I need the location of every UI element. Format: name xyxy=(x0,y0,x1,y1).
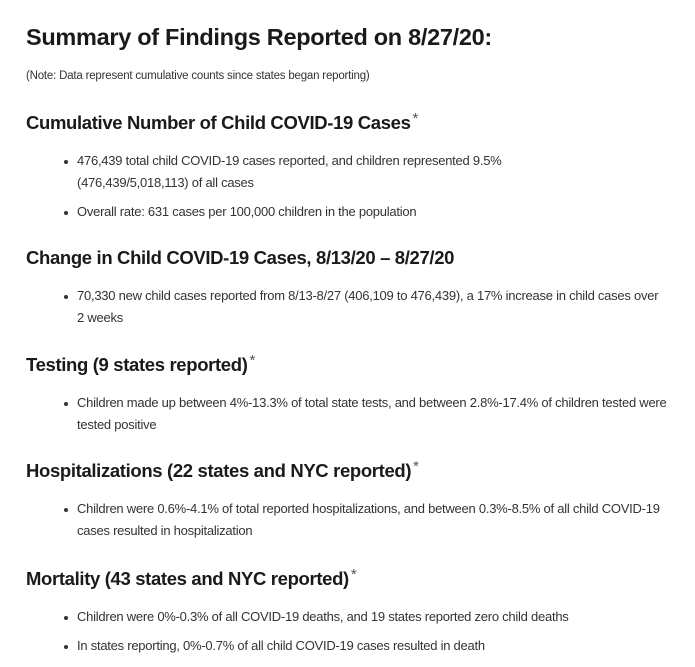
list-item: In states reporting, 0%-0.7% of all chil… xyxy=(26,635,691,657)
section-heading: Mortality (43 states and NYC reported) * xyxy=(26,566,685,591)
footnote-asterisk[interactable]: * xyxy=(412,110,419,127)
heading-text: Mortality (43 states and NYC reported) xyxy=(26,568,349,589)
bullet-list: Children made up between 4%-13.3% of tot… xyxy=(26,392,686,436)
list-item: 476,439 total child COVID-19 cases repor… xyxy=(26,150,546,194)
page-title: Summary of Findings Reported on 8/27/20: xyxy=(26,24,492,50)
section-heading: Change in Child COVID-19 Cases, 8/13/20 … xyxy=(26,246,685,270)
section-heading: Hospitalizations (22 states and NYC repo… xyxy=(26,458,685,483)
footnote-asterisk[interactable]: * xyxy=(413,458,419,475)
bullet-list: 476,439 total child COVID-19 cases repor… xyxy=(26,150,546,223)
list-item: Children made up between 4%-13.3% of tot… xyxy=(26,392,686,436)
section-hospitalizations: Hospitalizations (22 states and NYC repo… xyxy=(26,458,685,549)
list-item: Children were 0%-0.3% of all COVID-19 de… xyxy=(26,606,691,628)
heading-text: Hospitalizations (22 states and NYC repo… xyxy=(26,460,412,481)
heading-text: Testing (9 states reported) xyxy=(26,354,248,375)
section-cumulative-cases: Cumulative Number of Child COVID-19 Case… xyxy=(26,110,685,230)
section-heading: Testing (9 states reported) * xyxy=(26,352,685,377)
footnote-asterisk[interactable]: * xyxy=(249,352,256,369)
section-heading: Cumulative Number of Child COVID-19 Case… xyxy=(26,110,685,135)
bullet-list: Children were 0%-0.3% of all COVID-19 de… xyxy=(26,606,691,657)
section-testing: Testing (9 states reported) * Children ma… xyxy=(26,352,686,443)
footnote-asterisk[interactable]: * xyxy=(350,566,357,583)
heading-text: Cumulative Number of Child COVID-19 Case… xyxy=(26,112,411,133)
bullet-list: Children were 0.6%-4.1% of total reporte… xyxy=(26,498,691,542)
section-mortality: Mortality (43 states and NYC reported) * … xyxy=(26,566,685,664)
list-item: 70,330 new child cases reported from 8/1… xyxy=(26,285,666,329)
section-change-in-cases: Change in Child COVID-19 Cases, 8/13/20 … xyxy=(26,246,685,336)
list-item: Overall rate: 631 cases per 100,000 chil… xyxy=(26,201,546,223)
bullet-list: 70,330 new child cases reported from 8/1… xyxy=(26,285,666,329)
list-item: Children were 0.6%-4.1% of total reporte… xyxy=(26,498,691,542)
heading-text: Change in Child COVID-19 Cases, 8/13/20 … xyxy=(26,247,455,268)
data-note: (Note: Data represent cumulative counts … xyxy=(26,70,370,82)
